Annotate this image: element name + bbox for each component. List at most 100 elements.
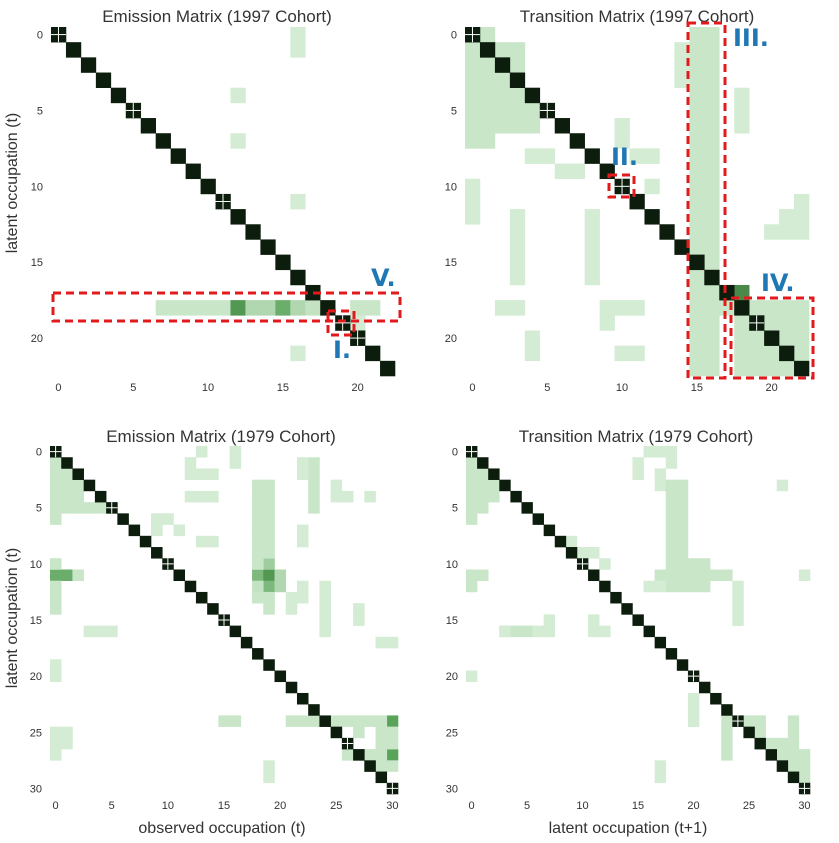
y-tick-label: 20 <box>446 671 458 683</box>
panel-transition-1979: Transition Matrix (1979 Cohort) latent o… <box>446 427 811 837</box>
heatmap-cell <box>654 771 667 784</box>
heatmap-cell <box>704 87 720 104</box>
heatmap-cell <box>50 603 62 615</box>
axis-ticks: 0 5 10 15 20 0 5 10 15 20 <box>31 30 364 394</box>
heatmap-cell <box>699 580 711 593</box>
diagonal-cell <box>554 118 570 134</box>
heatmap-cell <box>704 254 720 271</box>
heatmap-cell <box>521 625 533 638</box>
heatmap-cell <box>764 300 780 316</box>
heatmap-cell <box>200 300 216 316</box>
heatmap-cell <box>252 569 264 582</box>
diagonal-cell <box>588 569 600 582</box>
heatmap-cell <box>743 715 755 727</box>
heatmap-cell <box>465 72 481 88</box>
heatmap-cell <box>375 749 388 761</box>
heatmap-cell <box>263 558 275 570</box>
heatmap-cell <box>364 490 376 503</box>
heatmap-cell <box>477 569 489 582</box>
diagonal-cell <box>794 360 810 377</box>
chart-title: Emission Matrix (1979 Cohort) <box>106 427 336 446</box>
heatmap-cell <box>290 193 306 210</box>
x-tick-label: 20 <box>351 382 363 394</box>
heatmap-cell <box>676 558 689 570</box>
heatmap-cell <box>644 178 660 195</box>
heatmap-cell <box>375 737 388 750</box>
heatmap-cell <box>665 502 678 514</box>
y-tick-label: 20 <box>445 333 457 345</box>
heatmap-cell <box>665 513 678 525</box>
heatmap-cell <box>494 42 511 58</box>
heatmap-cell <box>50 591 62 604</box>
x-tick-label: 15 <box>277 382 289 394</box>
heatmap-cell <box>614 133 630 149</box>
heatmap-cell <box>72 479 84 492</box>
heatmap-cell <box>290 345 306 362</box>
x-tick-label: 15 <box>632 800 644 812</box>
heatmap-cell <box>689 315 705 331</box>
heatmap-cell <box>296 715 309 727</box>
heatmap-cell <box>632 468 644 480</box>
heatmap-cell <box>341 490 354 503</box>
heatmap-cell <box>704 224 720 240</box>
heatmap-cell <box>704 315 720 331</box>
diagonal-cell <box>365 345 381 362</box>
heatmap-cell <box>665 547 678 559</box>
heatmap-cell <box>704 193 720 210</box>
heatmap-cell <box>207 535 219 548</box>
diagonal-cell <box>110 87 127 104</box>
heatmap-cell <box>794 224 810 240</box>
heatmap-cell <box>524 118 541 134</box>
heatmap-cell <box>61 569 73 582</box>
heatmap-cell <box>689 360 705 377</box>
axis-ticks: 0 5 10 15 20 0 5 10 15 20 <box>445 30 778 394</box>
heatmap-cell <box>588 547 600 559</box>
heatmap-cell <box>263 771 275 784</box>
heatmap-cell <box>794 193 810 210</box>
heatmap-cell <box>509 224 526 240</box>
heatmap-cell <box>614 300 630 316</box>
heatmap-cell <box>94 625 107 638</box>
heatmap-cell <box>173 524 186 537</box>
heatmap-cells <box>466 446 811 795</box>
heatmap-cell <box>274 580 287 593</box>
heatmap-cell <box>687 558 700 570</box>
heatmap-cell <box>364 749 376 761</box>
heatmap-cell <box>629 300 645 316</box>
heatmap-cell <box>465 133 481 149</box>
diagonal-cell <box>676 659 689 671</box>
heatmap-cell <box>654 580 667 593</box>
diagonal-cell <box>543 524 556 537</box>
diagonal-cell <box>229 625 242 638</box>
heatmap-cell <box>704 209 720 225</box>
heatmap-cell <box>466 580 478 593</box>
heatmap-cell <box>689 57 705 73</box>
heatmap-cell <box>61 502 73 514</box>
y-tick-label: 15 <box>30 615 42 627</box>
heatmap-cell <box>699 558 711 570</box>
heatmap-cell <box>689 330 705 346</box>
heatmap-cell <box>732 591 744 604</box>
heatmap-cell <box>764 345 780 362</box>
heatmap-cell <box>509 42 526 58</box>
heatmap-cell <box>689 209 705 225</box>
heatmap-cell <box>386 749 399 761</box>
heatmap-cell <box>50 580 62 593</box>
heatmap-cell <box>263 513 275 525</box>
heatmap-cell <box>466 479 478 492</box>
heatmap-cell <box>704 42 720 58</box>
heatmap-cell <box>330 490 343 503</box>
diagonal-cell <box>240 636 253 649</box>
heatmap-cell <box>676 524 689 537</box>
diagonal-cell <box>674 239 690 255</box>
diagonal-cell <box>665 648 678 660</box>
heatmap-cell <box>509 254 526 271</box>
heatmap-cell <box>72 502 84 514</box>
x-tick-label: 10 <box>576 800 588 812</box>
heatmap-cell <box>687 692 700 705</box>
heatmap-cell <box>308 479 320 492</box>
heatmap-cell <box>465 57 481 73</box>
x-tick-label: 10 <box>616 382 628 394</box>
y-tick-label: 25 <box>446 727 458 739</box>
